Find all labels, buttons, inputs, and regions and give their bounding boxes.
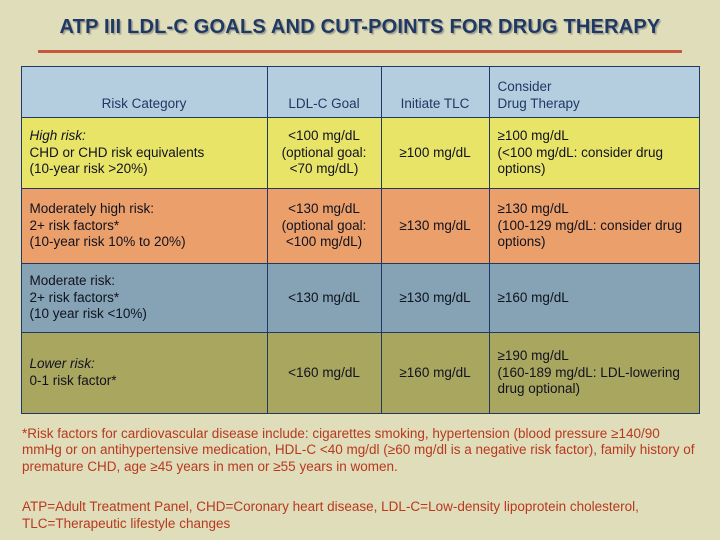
title-divider — [38, 50, 682, 53]
drug-therapy-cell: ≥130 mg/dL (100-129 mg/dL: consider drug… — [488, 188, 700, 264]
risk-category-cell: Moderate risk: 2+ risk factors* (10 year… — [20, 263, 268, 333]
risk-category-label: Lower risk: — [29, 356, 95, 372]
table-row-lower-risk: Lower risk: 0-1 risk factor* <160 mg/dL … — [20, 332, 700, 414]
ldl-goal-cell: <130 mg/dL — [266, 263, 382, 333]
drug-therapy-cell: ≥160 mg/dL — [488, 263, 700, 333]
risk-category-label: Moderately high risk: — [29, 200, 155, 216]
risk-category-label: High risk: — [29, 127, 86, 143]
risk-category-cell: High risk: CHD or CHD risk equivalents (… — [20, 117, 268, 189]
table-row-moderately-high-risk: Moderately high risk: 2+ risk factors* (… — [20, 188, 700, 264]
header-risk-category: Risk Category — [20, 66, 268, 118]
ldl-goal-cell: <130 mg/dL (optional goal: <100 mg/dL) — [266, 188, 382, 264]
header-consider-drug-therapy: Consider Drug Therapy — [488, 66, 700, 118]
initiate-tlc-cell: ≥100 mg/dL — [380, 117, 490, 189]
drug-therapy-cell: ≥190 mg/dL (160-189 mg/dL: LDL-lowering … — [488, 332, 700, 414]
initiate-tlc-cell: ≥160 mg/dL — [380, 332, 490, 414]
ldl-goal-cell: <160 mg/dL — [266, 332, 382, 414]
risk-category-cell: Lower risk: 0-1 risk factor* — [20, 332, 268, 414]
footnote-risk-factors: *Risk factors for cardiovascular disease… — [22, 426, 695, 474]
drug-therapy-cell: ≥100 mg/dL (<100 mg/dL: consider drug op… — [488, 117, 700, 189]
risk-category-detail: 2+ risk factors* (10-year risk 10% to 20… — [29, 217, 186, 250]
risk-category-detail: 0-1 risk factor* — [29, 373, 117, 388]
ldl-goal-cell: <100 mg/dL (optional goal: <70 mg/dL) — [266, 117, 382, 189]
initiate-tlc-cell: ≥130 mg/dL — [380, 188, 490, 264]
table-row-high-risk: High risk: CHD or CHD risk equivalents (… — [20, 117, 700, 189]
initiate-tlc-cell: ≥130 mg/dL — [380, 263, 490, 333]
footnote-abbreviations: ATP=Adult Treatment Panel, CHD=Coronary … — [22, 499, 639, 531]
header-ldl-goal: LDL-C Goal — [266, 66, 382, 118]
header-initiate-tlc: Initiate TLC — [380, 66, 490, 118]
risk-category-detail: CHD or CHD risk equivalents (10-year ris… — [29, 144, 205, 177]
risk-category-label: Moderate risk: — [29, 272, 116, 288]
table-row-moderate-risk: Moderate risk: 2+ risk factors* (10 year… — [20, 263, 700, 333]
table-header-row: Risk Category LDL-C Goal Initiate TLC Co… — [20, 66, 700, 118]
ldl-goals-table: Risk Category LDL-C Goal Initiate TLC Co… — [20, 66, 700, 414]
risk-category-cell: Moderately high risk: 2+ risk factors* (… — [20, 188, 268, 264]
risk-category-detail: 2+ risk factors* (10 year risk <10%) — [29, 289, 147, 322]
page-title: ATP III LDL-C GOALS AND CUT-POINTS FOR D… — [59, 16, 661, 38]
